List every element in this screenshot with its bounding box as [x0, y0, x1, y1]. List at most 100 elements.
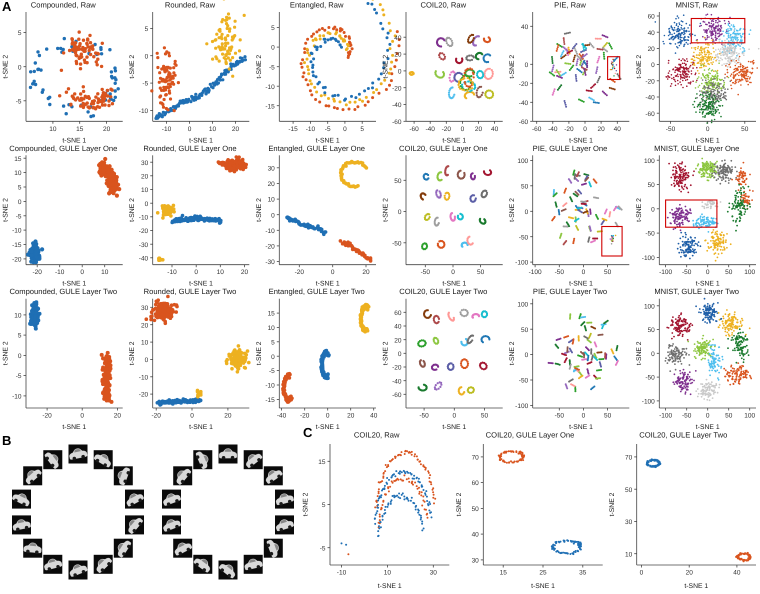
svg-text:-60: -60	[532, 126, 542, 133]
svg-text:-20: -20	[645, 78, 655, 85]
svg-text:t-SNE 2: t-SNE 2	[509, 198, 516, 222]
svg-text:-50: -50	[666, 126, 676, 133]
svg-text:Compounded, GULE Layer One: Compounded, GULE Layer One	[9, 144, 117, 153]
svg-text:50: 50	[521, 183, 529, 190]
svg-text:30: 30	[141, 160, 149, 167]
svg-text:-20: -20	[392, 85, 402, 92]
svg-text:-30: -30	[139, 242, 149, 249]
svg-text:-40: -40	[548, 126, 558, 133]
svg-text:-20: -20	[564, 126, 574, 133]
svg-text:-100: -100	[642, 255, 655, 262]
svg-text:-50: -50	[682, 269, 692, 276]
svg-text:10: 10	[141, 187, 149, 194]
svg-text:-30: -30	[265, 259, 275, 266]
svg-text:-100: -100	[529, 269, 542, 276]
svg-text:-60: -60	[409, 126, 419, 133]
svg-text:-60: -60	[645, 111, 655, 118]
svg-text:-20: -20	[139, 228, 149, 235]
svg-text:10: 10	[49, 126, 57, 133]
svg-text:-50: -50	[555, 269, 565, 276]
svg-text:0: 0	[194, 269, 198, 276]
svg-text:0: 0	[188, 126, 192, 133]
svg-text:A: A	[2, 0, 12, 14]
svg-text:20: 20	[103, 126, 111, 133]
svg-text:Rounded, Raw: Rounded, Raw	[165, 1, 216, 10]
svg-text:-40: -40	[645, 95, 655, 102]
svg-text:0: 0	[525, 62, 529, 69]
svg-text:0: 0	[271, 212, 275, 219]
svg-text:-15: -15	[288, 126, 298, 133]
svg-text:-10: -10	[167, 269, 177, 276]
svg-text:-40: -40	[139, 255, 149, 262]
svg-text:0: 0	[398, 209, 402, 216]
svg-text:20: 20	[241, 269, 249, 276]
svg-text:20: 20	[268, 181, 276, 188]
svg-text:t-SNE 2: t-SNE 2	[129, 198, 136, 222]
svg-text:-50: -50	[645, 231, 655, 238]
svg-text:t-SNE 2: t-SNE 2	[256, 198, 263, 222]
svg-text:40: 40	[614, 126, 622, 133]
svg-text:-40: -40	[519, 100, 529, 107]
svg-text:50: 50	[604, 269, 612, 276]
svg-text:Entangled, GULE Layer One: Entangled, GULE Layer One	[268, 144, 365, 153]
svg-text:50: 50	[477, 269, 485, 276]
svg-text:-100: -100	[515, 260, 528, 267]
svg-text:-5: -5	[16, 213, 22, 220]
svg-text:0: 0	[582, 269, 586, 276]
svg-text:5: 5	[18, 185, 22, 192]
svg-text:20: 20	[232, 126, 240, 133]
svg-text:t-SNE 2: t-SNE 2	[383, 55, 390, 79]
svg-text:C: C	[303, 425, 313, 440]
svg-text:0: 0	[271, 45, 275, 52]
svg-text:-5: -5	[269, 64, 275, 71]
svg-text:t-SNE 2: t-SNE 2	[3, 55, 10, 79]
svg-text:0: 0	[18, 64, 22, 71]
svg-text:-15: -15	[12, 242, 22, 249]
svg-text:-50: -50	[421, 269, 431, 276]
svg-text:-5: -5	[142, 81, 148, 88]
svg-text:15: 15	[76, 126, 84, 133]
svg-text:t-SNE 2: t-SNE 2	[636, 55, 643, 79]
svg-text:-10: -10	[12, 228, 22, 235]
svg-text:0: 0	[80, 269, 84, 276]
svg-text:100: 100	[517, 158, 528, 165]
svg-text:10: 10	[101, 269, 109, 276]
svg-text:t-SNE 2: t-SNE 2	[129, 55, 136, 79]
svg-text:0: 0	[18, 199, 22, 206]
svg-text:0: 0	[461, 126, 465, 133]
svg-text:MNIST, GULE Layer One: MNIST, GULE Layer One	[654, 144, 739, 153]
svg-text:-5: -5	[16, 98, 22, 105]
svg-text:0: 0	[706, 269, 710, 276]
svg-text:5: 5	[145, 26, 149, 33]
svg-text:10: 10	[217, 269, 225, 276]
svg-text:-60: -60	[519, 119, 529, 126]
svg-text:-10: -10	[139, 108, 149, 115]
svg-text:COIL20, GULE Layer One: COIL20, GULE Layer One	[399, 144, 488, 153]
svg-text:-5: -5	[325, 126, 331, 133]
svg-text:-20: -20	[32, 269, 42, 276]
svg-text:-40: -40	[392, 102, 402, 109]
svg-text:20: 20	[597, 126, 605, 133]
svg-text:60: 60	[648, 14, 656, 21]
svg-text:-20: -20	[442, 126, 452, 133]
svg-text:-100: -100	[659, 269, 672, 276]
svg-text:0: 0	[398, 69, 402, 76]
svg-text:0: 0	[331, 269, 335, 276]
svg-text:PIE, GULE Layer One: PIE, GULE Layer One	[533, 144, 608, 153]
svg-text:-20: -20	[519, 81, 529, 88]
svg-text:-50: -50	[392, 240, 402, 247]
svg-text:-50: -50	[519, 234, 529, 241]
svg-text:20: 20	[648, 46, 656, 53]
svg-text:-10: -10	[265, 228, 275, 235]
svg-text:t-SNE 2: t-SNE 2	[256, 55, 263, 79]
svg-text:50: 50	[394, 178, 402, 185]
svg-text:20: 20	[394, 52, 402, 59]
svg-text:5: 5	[271, 25, 275, 32]
svg-text:Rounded, GULE Layer One: Rounded, GULE Layer One	[143, 144, 236, 153]
svg-text:0: 0	[343, 126, 347, 133]
svg-text:0: 0	[583, 126, 587, 133]
svg-text:20: 20	[362, 269, 370, 276]
svg-text:MNIST, Raw: MNIST, Raw	[676, 1, 719, 10]
svg-text:50: 50	[648, 182, 656, 189]
svg-text:100: 100	[744, 269, 755, 276]
